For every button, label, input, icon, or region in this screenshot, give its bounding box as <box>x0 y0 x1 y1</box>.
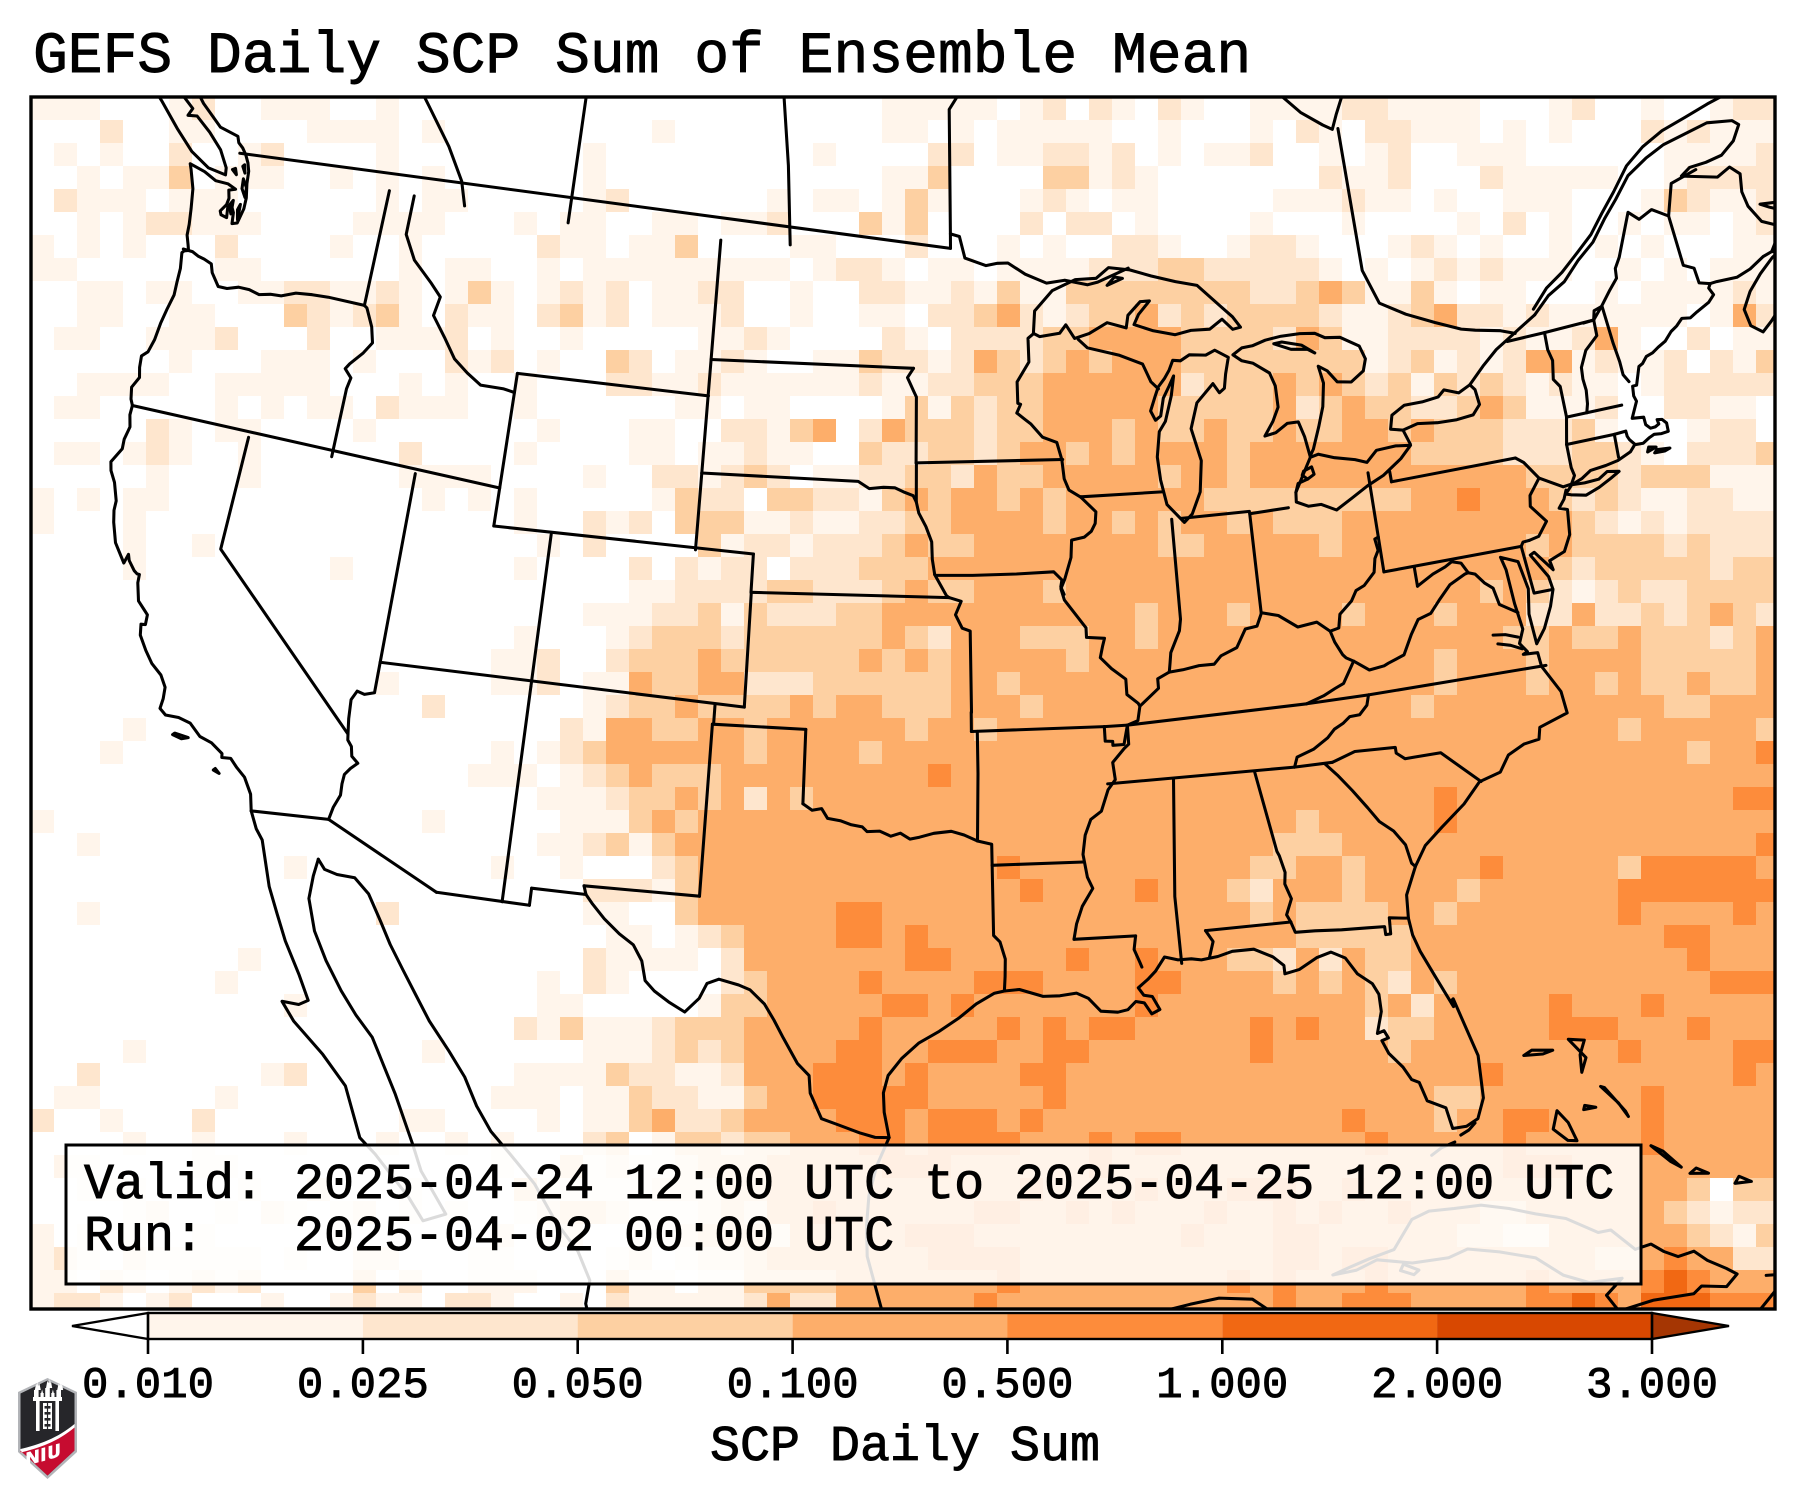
svg-text:0.025: 0.025 <box>297 1361 429 1411</box>
svg-text:1.000: 1.000 <box>1156 1361 1288 1411</box>
svg-text:0.500: 0.500 <box>941 1361 1073 1411</box>
svg-text:2.000: 2.000 <box>1371 1361 1503 1411</box>
svg-text:0.050: 0.050 <box>512 1361 644 1411</box>
svg-text:Valid: 2025-04-24 12:00 UTC to: Valid: 2025-04-24 12:00 UTC to 2025-04-2… <box>84 1157 1614 1214</box>
svg-text:3.000: 3.000 <box>1586 1361 1718 1411</box>
svg-text:SCP Daily Sum: SCP Daily Sum <box>710 1419 1100 1476</box>
svg-text:0.010: 0.010 <box>82 1361 214 1411</box>
svg-text:Run:: Run: <box>84 1209 204 1266</box>
svg-text:2025-04-02 00:00 UTC: 2025-04-02 00:00 UTC <box>294 1209 894 1266</box>
svg-text:0.100: 0.100 <box>727 1361 859 1411</box>
svg-text:GEFS Daily SCP Sum of Ensemble: GEFS Daily SCP Sum of Ensemble Mean <box>33 25 1251 90</box>
